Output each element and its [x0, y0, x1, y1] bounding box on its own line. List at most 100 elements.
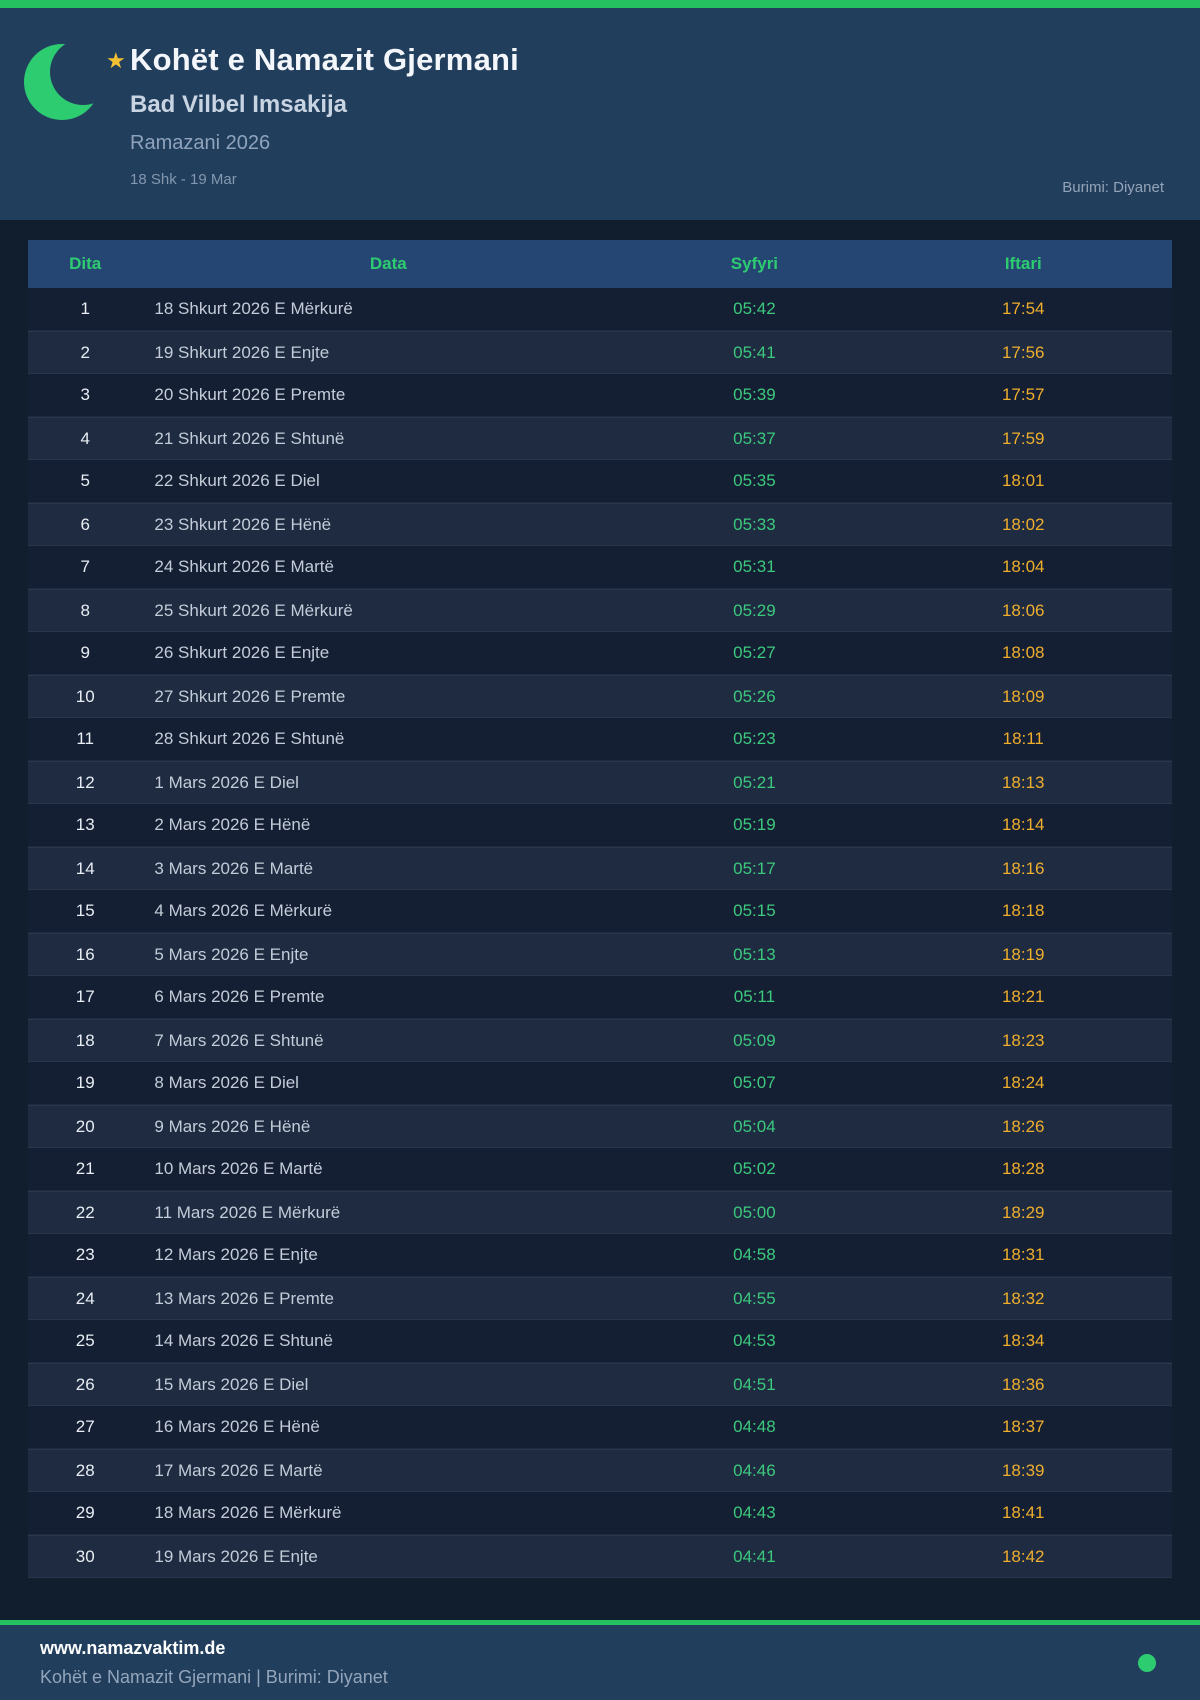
table-row: 9 26 Shkurt 2026 E Enjte 05:27 18:08: [28, 632, 1172, 675]
table-row: 27 16 Mars 2026 E Hënë 04:48 18:37: [28, 1406, 1172, 1449]
syfyri-cell: 04:43: [733, 1503, 776, 1522]
day-cell: 14: [75, 858, 95, 878]
syfyri-cell: 05:27: [733, 643, 776, 662]
syfyri-cell: 05:19: [733, 815, 776, 834]
table-row: 3 20 Shkurt 2026 E Premte 05:39 17:57: [28, 374, 1172, 417]
syfyri-cell: 05:11: [733, 987, 776, 1006]
syfyri-cell: 05:13: [733, 944, 776, 964]
day-cell: 8: [80, 600, 90, 620]
iftari-cell: 17:57: [1001, 385, 1045, 404]
table-row: 16 5 Mars 2026 E Enjte 05:13 18:19: [28, 933, 1172, 976]
iftari-cell: 18:26: [1001, 1116, 1045, 1136]
iftari-cell: 18:14: [1001, 815, 1045, 834]
syfyri-cell: 05:37: [733, 428, 776, 448]
date-cell: 1 Mars 2026 E Diel: [154, 772, 299, 792]
syfyri-cell: 05:09: [733, 1030, 776, 1050]
iftari-cell: 18:24: [1001, 1073, 1045, 1092]
column-header-syfyri: Syfyri: [730, 254, 779, 273]
table-row: 20 9 Mars 2026 E Hënë 05:04 18:26: [28, 1105, 1172, 1148]
syfyri-cell: 05:42: [733, 299, 776, 318]
day-cell: 2: [80, 342, 90, 362]
table-row: 10 27 Shkurt 2026 E Premte 05:26 18:09: [28, 675, 1172, 718]
iftari-cell: 18:32: [1001, 1288, 1045, 1308]
date-cell: 18 Shkurt 2026 E Mërkurë: [154, 299, 353, 318]
prayer-times-table: Dita Data Syfyri Iftari 1 18 Shkurt 2026…: [28, 240, 1172, 1578]
day-cell: 28: [75, 1460, 95, 1480]
syfyri-cell: 04:51: [733, 1374, 776, 1394]
iftari-cell: 18:18: [1001, 901, 1045, 920]
syfyri-cell: 04:46: [733, 1460, 776, 1480]
syfyri-cell: 05:04: [733, 1116, 776, 1136]
day-cell: 19: [75, 1073, 95, 1092]
table-row: 26 15 Mars 2026 E Diel 04:51 18:36: [28, 1363, 1172, 1406]
day-cell: 10: [75, 686, 95, 706]
day-cell: 17: [75, 987, 95, 1006]
footer-accent-line: [0, 1620, 1200, 1625]
syfyri-cell: 05:33: [733, 514, 776, 534]
iftari-cell: 18:23: [1001, 1030, 1045, 1050]
syfyri-cell: 05:35: [733, 471, 776, 490]
date-cell: 12 Mars 2026 E Enjte: [154, 1245, 318, 1264]
table-header-row: Dita Data Syfyri Iftari: [28, 240, 1172, 288]
syfyri-cell: 04:48: [733, 1417, 776, 1436]
table-row: 4 21 Shkurt 2026 E Shtunë 05:37 17:59: [28, 417, 1172, 460]
star-icon: ★: [106, 48, 126, 73]
iftari-cell: 18:16: [1001, 858, 1045, 878]
iftari-cell: 18:41: [1001, 1503, 1045, 1522]
date-cell: 14 Mars 2026 E Shtunë: [154, 1331, 334, 1350]
date-cell: 10 Mars 2026 E Martë: [154, 1159, 323, 1178]
date-cell: 17 Mars 2026 E Martë: [154, 1460, 323, 1480]
date-cell: 15 Mars 2026 E Diel: [154, 1374, 309, 1394]
table-row: 28 17 Mars 2026 E Martë 04:46 18:39: [28, 1449, 1172, 1492]
green-dot-icon: [1138, 1654, 1156, 1672]
day-cell: 15: [75, 901, 95, 920]
iftari-cell: 18:36: [1001, 1374, 1045, 1394]
day-cell: 13: [75, 815, 95, 834]
day-cell: 29: [75, 1503, 95, 1522]
iftari-cell: 18:28: [1001, 1159, 1045, 1178]
column-header-dita: Dita: [69, 254, 102, 273]
table-row: 2 19 Shkurt 2026 E Enjte 05:41 17:56: [28, 331, 1172, 374]
day-cell: 25: [75, 1331, 95, 1350]
syfyri-cell: 05:31: [733, 557, 776, 576]
date-cell: 22 Shkurt 2026 E Diel: [154, 471, 320, 490]
source-label: Burimi: Diyanet: [1062, 179, 1164, 196]
date-range-label: 18 Shk - 19 Mar: [130, 171, 237, 188]
iftari-cell: 17:59: [1001, 428, 1045, 448]
table-row: 7 24 Shkurt 2026 E Martë 05:31 18:04: [28, 546, 1172, 589]
table-row: 30 19 Mars 2026 E Enjte 04:41 18:42: [28, 1535, 1172, 1578]
iftari-cell: 17:54: [1001, 299, 1045, 318]
day-cell: 27: [75, 1417, 95, 1436]
table-row: 17 6 Mars 2026 E Premte 05:11 18:21: [28, 976, 1172, 1019]
date-cell: 26 Shkurt 2026 E Enjte: [154, 643, 330, 662]
syfyri-cell: 05:29: [733, 600, 776, 620]
syfyri-cell: 04:58: [733, 1245, 776, 1264]
website-link[interactable]: www.namazvaktim.de: [40, 1638, 226, 1658]
syfyri-cell: 05:00: [733, 1202, 776, 1222]
syfyri-cell: 05:26: [733, 686, 776, 706]
date-cell: 16 Mars 2026 E Hënë: [154, 1417, 320, 1436]
table-row: 24 13 Mars 2026 E Premte 04:55 18:32: [28, 1277, 1172, 1320]
date-cell: 4 Mars 2026 E Mërkurë: [154, 901, 333, 920]
day-cell: 24: [75, 1288, 95, 1308]
day-cell: 23: [75, 1245, 95, 1264]
date-cell: 28 Shkurt 2026 E Shtunë: [154, 729, 345, 748]
table-row: 1 18 Shkurt 2026 E Mërkurë 05:42 17:54: [28, 288, 1172, 331]
day-cell: 22: [75, 1202, 95, 1222]
date-cell: 23 Shkurt 2026 E Hënë: [154, 514, 332, 534]
syfyri-cell: 05:02: [733, 1159, 776, 1178]
table-row: 12 1 Mars 2026 E Diel 05:21 18:13: [28, 761, 1172, 804]
table-row: 8 25 Shkurt 2026 E Mërkurë 05:29 18:06: [28, 589, 1172, 632]
top-accent-bar: [0, 0, 1200, 8]
day-cell: 20: [75, 1116, 95, 1136]
day-cell: 26: [75, 1374, 95, 1394]
iftari-cell: 18:06: [1001, 600, 1045, 620]
date-cell: 27 Shkurt 2026 E Premte: [154, 686, 346, 706]
date-cell: 8 Mars 2026 E Diel: [154, 1073, 299, 1092]
day-cell: 9: [80, 643, 90, 662]
date-cell: 13 Mars 2026 E Premte: [154, 1288, 334, 1308]
iftari-cell: 18:19: [1001, 944, 1045, 964]
column-header-iftari: Iftari: [1004, 254, 1042, 273]
table-row: 25 14 Mars 2026 E Shtunë 04:53 18:34: [28, 1320, 1172, 1363]
iftari-cell: 18:42: [1001, 1546, 1045, 1566]
